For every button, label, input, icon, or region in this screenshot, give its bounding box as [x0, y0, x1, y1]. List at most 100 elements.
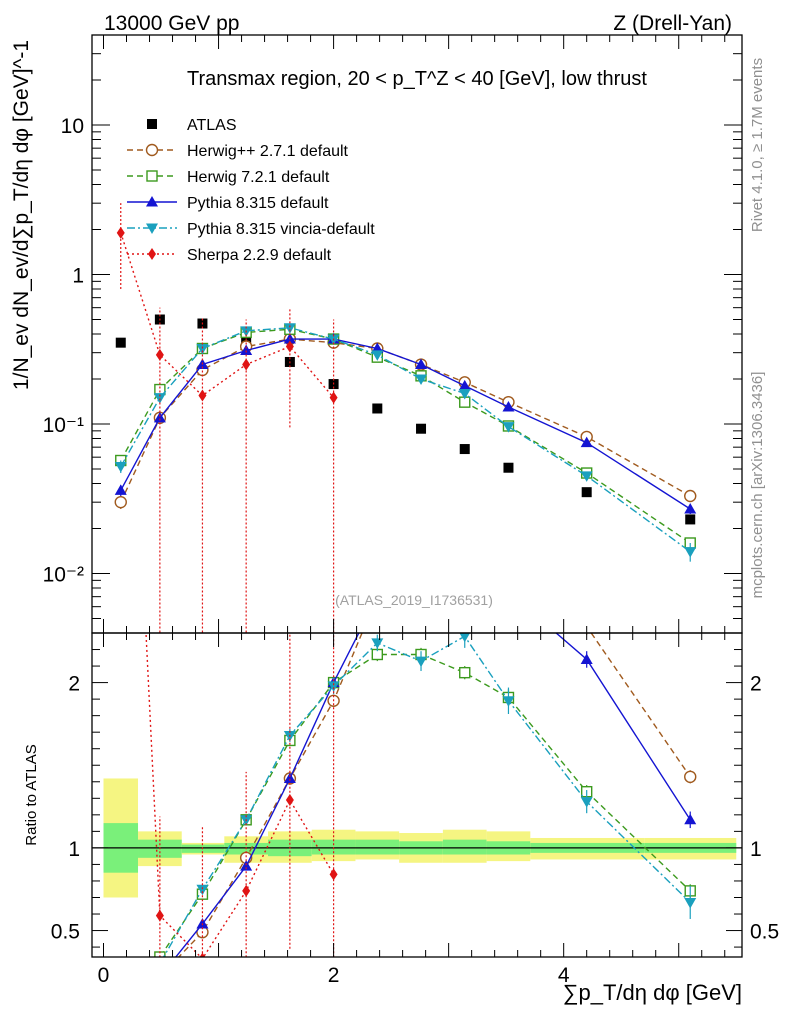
marker-data [503, 462, 514, 473]
series-line-vincia [120, 327, 691, 553]
y-tick-label-ratio-right: 0.5 [750, 921, 779, 944]
marker-sherpa [329, 868, 338, 881]
legend-marker-data [147, 119, 157, 129]
mcplots-note: mcplots.cern.ch [arXiv:1306.3436] [749, 372, 766, 599]
marker-vincia [114, 461, 127, 473]
legend-label-pythia: Pythia 8.315 default [187, 195, 329, 212]
marker-herwig7 [116, 982, 126, 992]
marker-sherpa [116, 226, 125, 239]
y-axis-title-main: 1/N_ev dN_ev/d∑p_T/dη dφ [GeV]^-1 [10, 40, 33, 390]
marker-pythia [459, 569, 471, 580]
marker-data [372, 403, 383, 414]
marker-herwigpp [115, 993, 126, 1004]
analysis-label: (ATLAS_2019_I1736531) [335, 592, 493, 608]
y-tick-label-ratio-right: 1 [750, 838, 762, 861]
marker-pythia [115, 991, 127, 1002]
y-tick-label-ratio-right: 2 [750, 673, 762, 696]
legend-label-vincia: Pythia 8.315 vincia-default [187, 221, 375, 238]
series-pythia [114, 333, 697, 515]
marker-pythia [684, 503, 697, 514]
marker-data [685, 514, 696, 525]
marker-vincia [458, 388, 471, 400]
legend-marker-pythia [146, 196, 158, 207]
marker-data [459, 444, 470, 455]
marker-herwigpp [684, 489, 697, 503]
x-axis-title: ∑p_T/dη dφ [GeV] [563, 980, 742, 1005]
marker-pythia [153, 411, 166, 423]
legend-item-vincia: Pythia 8.315 vincia-default [127, 221, 375, 238]
marker-vincia [580, 471, 593, 482]
legend-marker-vincia [146, 223, 158, 234]
marker-vincia [327, 681, 340, 692]
ratio-uncertainty-bands [103, 778, 737, 898]
legend-marker-sherpa [148, 248, 156, 260]
energy-label: 13000 GeV pp [104, 12, 239, 35]
legend-item-pythia: Pythia 8.315 default [127, 195, 329, 212]
x-tick-label: 0 [98, 964, 110, 987]
marker-pythia [283, 772, 296, 783]
marker-sherpa [199, 952, 206, 957]
marker-herwigpp [503, 553, 514, 564]
legend-item-data: ATLAS [147, 117, 237, 134]
marker-herwig7 [459, 666, 471, 679]
legend-label-data: ATLAS [187, 117, 237, 134]
marker-data [581, 487, 592, 498]
marker-vincia [196, 343, 209, 355]
legend: ATLAS Herwig++ 2.7.1 default Herwig 7.2.1 … [127, 117, 375, 264]
marker-pythia [371, 342, 384, 353]
marker-sherpa [242, 358, 251, 371]
y-tick-label-main: 10 [61, 115, 84, 138]
series-line-pythia [120, 338, 691, 510]
marker-sherpa [242, 884, 251, 897]
y-tick-label-main: 10⁻² [43, 564, 84, 587]
marker-pythia [580, 653, 593, 664]
band-inner [355, 839, 400, 855]
marker-vincia [459, 633, 471, 643]
marker-sherpa [285, 793, 294, 806]
marker-herwigpp [154, 971, 165, 982]
y-axis-title-ratio: Ratio to ATLAS [23, 744, 40, 845]
marker-herwigpp [114, 495, 127, 509]
marker-data [115, 337, 126, 348]
marker-pythia [684, 813, 697, 825]
marker-pythia [240, 344, 253, 356]
process-label: Z (Drell-Yan) [613, 12, 732, 35]
marker-vincia [154, 959, 166, 970]
series-line-herwig7 [158, 653, 691, 957]
legend-item-herwigpp: Herwig++ 2.7.1 default [127, 143, 349, 160]
legend-label-herwigpp: Herwig++ 2.7.1 default [187, 143, 349, 160]
y-tick-label-main: 10⁻¹ [43, 414, 84, 437]
plot-title-text: Transmax region, 20 < p_T^Z < 40 [GeV], … [187, 68, 647, 90]
marker-pythia [458, 379, 471, 391]
y-tick-label-ratio: 1 [68, 838, 80, 861]
marker-sherpa [329, 391, 338, 404]
rivet-version-note: Rivet 4.1.0, ≥ 1.7M events [749, 58, 766, 232]
series-line-herwig7 [120, 328, 691, 544]
axis-ticks: 0 2 4 10⁻² 10⁻¹ 1 10 0.5 0.5 1 1 2 2 [43, 34, 779, 987]
y-tick-label-ratio: 0.5 [51, 921, 80, 944]
marker-pythia [580, 436, 593, 448]
marker-vincia [115, 984, 127, 995]
marker-vincia [415, 656, 428, 668]
marker-vincia [684, 547, 697, 558]
marker-vincia [502, 696, 515, 707]
marker-herwigpp [416, 563, 427, 574]
legend-marker-herwigpp [145, 143, 159, 157]
marker-pythia [502, 586, 514, 597]
series-sherpa [116, 203, 338, 633]
marker-herwigpp [684, 770, 697, 784]
marker-pythia [240, 860, 253, 871]
marker-vincia [371, 350, 384, 361]
marker-pythia [415, 358, 428, 370]
marker-vincia [371, 638, 384, 649]
marker-sherpa [198, 389, 207, 402]
marker-vincia [502, 422, 515, 433]
legend-label-herwig7: Herwig 7.2.1 default [187, 169, 330, 186]
marker-data [416, 423, 427, 434]
marker-pythia [114, 484, 127, 495]
marker-sherpa [117, 115, 125, 127]
legend-item-herwig7: Herwig 7.2.1 default [127, 169, 330, 186]
legend-label-sherpa: Sherpa 2.2.9 default [187, 247, 332, 264]
legend-marker-herwig7 [146, 170, 158, 182]
